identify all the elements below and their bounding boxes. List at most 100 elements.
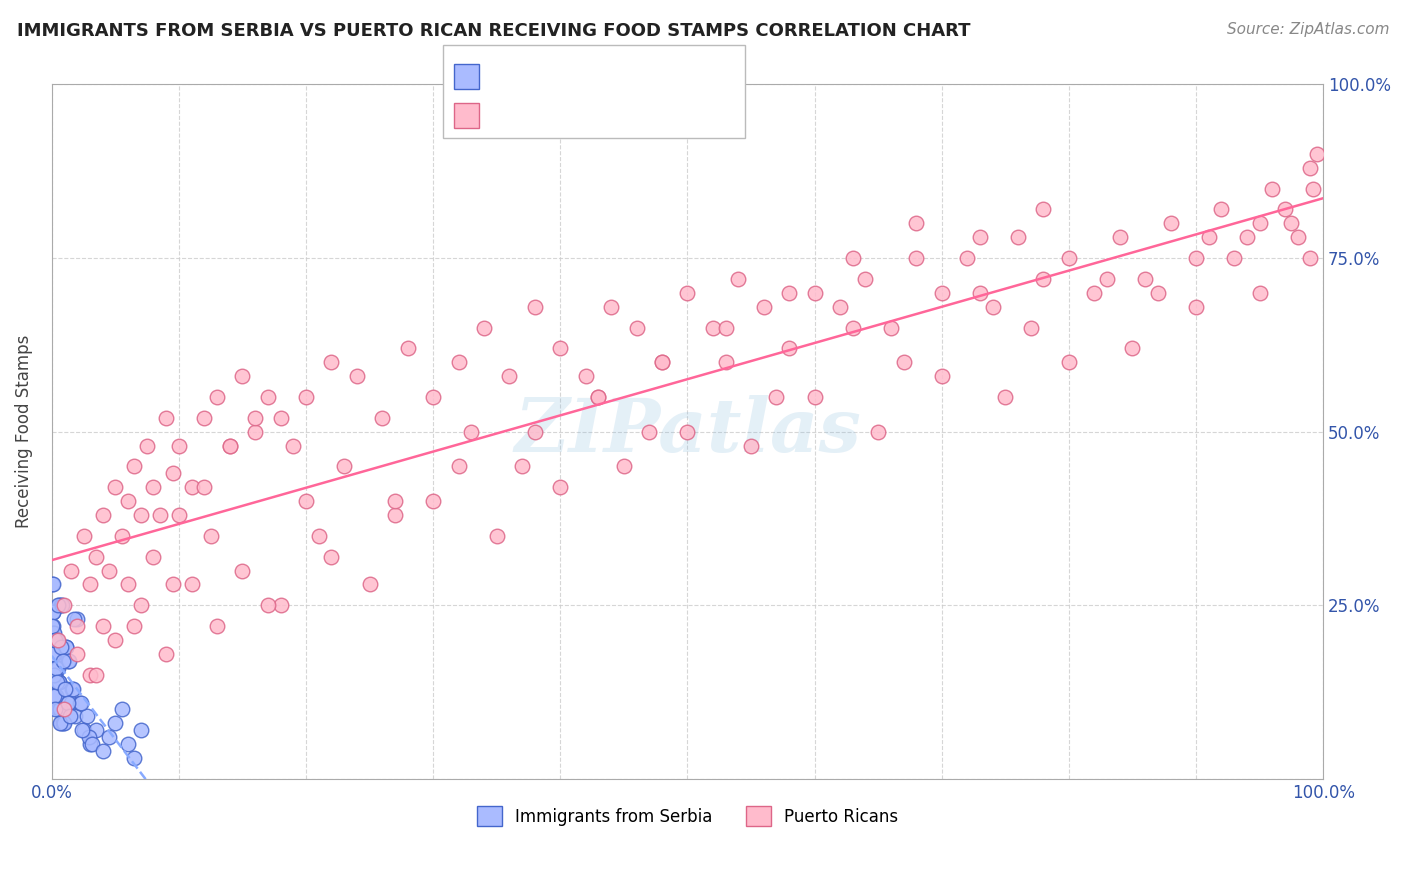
Point (231, 564, 253, 578)
Point (48, 674, 70, 689)
Point (58, 654, 80, 668)
Point (384, 494, 406, 508)
Point (1261, 181, 1284, 195)
Point (321, 549, 343, 564)
Point (205, 619, 228, 633)
Point (42, 626, 65, 640)
Point (46, 702, 69, 716)
Point (1198, 230, 1220, 244)
Point (77, 731, 100, 745)
Point (1083, 285, 1105, 300)
Point (41, 577, 63, 591)
Point (129, 599, 152, 613)
Point (510, 459, 533, 474)
Point (1007, 230, 1029, 244)
Point (880, 320, 903, 334)
Point (59, 709, 82, 723)
Point (550, 342, 572, 356)
Point (44, 689, 66, 703)
Point (1299, 161, 1322, 175)
Point (111, 529, 134, 543)
Point (162, 577, 184, 591)
Point (129, 723, 152, 738)
Point (270, 599, 292, 613)
Point (66, 619, 89, 633)
Text: R =: R = (488, 106, 520, 124)
Point (447, 459, 470, 474)
Point (48, 674, 70, 689)
Point (42, 647, 65, 661)
Point (70, 696, 93, 710)
Point (124, 751, 146, 765)
Point (59, 696, 82, 710)
Text: 78: 78 (661, 68, 683, 86)
Point (193, 410, 215, 425)
Point (124, 459, 146, 474)
Point (905, 216, 928, 230)
Point (44, 689, 66, 703)
Point (51, 599, 73, 613)
Point (740, 439, 762, 453)
Point (58, 654, 80, 668)
Point (295, 390, 318, 404)
Point (1211, 202, 1233, 217)
Point (97, 564, 120, 578)
Point (1095, 272, 1118, 286)
Point (91, 508, 114, 522)
Point (498, 369, 520, 384)
Point (104, 480, 127, 494)
Point (714, 355, 737, 369)
Point (44, 667, 66, 681)
Point (969, 285, 991, 300)
Point (550, 480, 572, 494)
Point (1057, 355, 1080, 369)
Point (45, 633, 67, 648)
Text: 0.619: 0.619 (538, 106, 591, 124)
Point (905, 251, 928, 265)
Point (41, 619, 63, 633)
Point (104, 633, 127, 648)
Point (44, 667, 66, 681)
Point (295, 494, 318, 508)
Point (51, 640, 73, 654)
Point (72, 723, 94, 738)
Point (969, 230, 991, 244)
Point (69, 696, 91, 710)
Point (51, 599, 73, 613)
Point (53, 702, 76, 716)
Point (142, 480, 165, 494)
Point (45, 661, 67, 675)
Text: R =: R = (488, 68, 520, 86)
Point (218, 439, 240, 453)
Point (205, 390, 228, 404)
Point (63, 612, 86, 626)
Point (931, 285, 953, 300)
Point (48, 716, 70, 731)
Point (155, 410, 177, 425)
Point (46, 661, 69, 675)
Point (76, 709, 98, 723)
Point (84, 549, 107, 564)
Point (714, 320, 737, 334)
Point (346, 369, 368, 384)
Point (44, 667, 66, 681)
Point (56, 696, 79, 710)
Point (257, 599, 280, 613)
Point (52, 716, 75, 731)
Point (60, 681, 83, 696)
Point (46, 674, 69, 689)
Text: 142: 142 (661, 106, 696, 124)
Point (1306, 147, 1329, 161)
Point (1133, 272, 1156, 286)
Point (855, 272, 877, 286)
Point (676, 425, 699, 439)
Point (42, 605, 65, 619)
Point (651, 355, 673, 369)
Point (893, 355, 915, 369)
Point (49, 702, 72, 716)
Point (72, 529, 94, 543)
Point (1302, 181, 1324, 195)
Point (485, 529, 508, 543)
Point (1121, 342, 1143, 356)
Point (155, 647, 177, 661)
